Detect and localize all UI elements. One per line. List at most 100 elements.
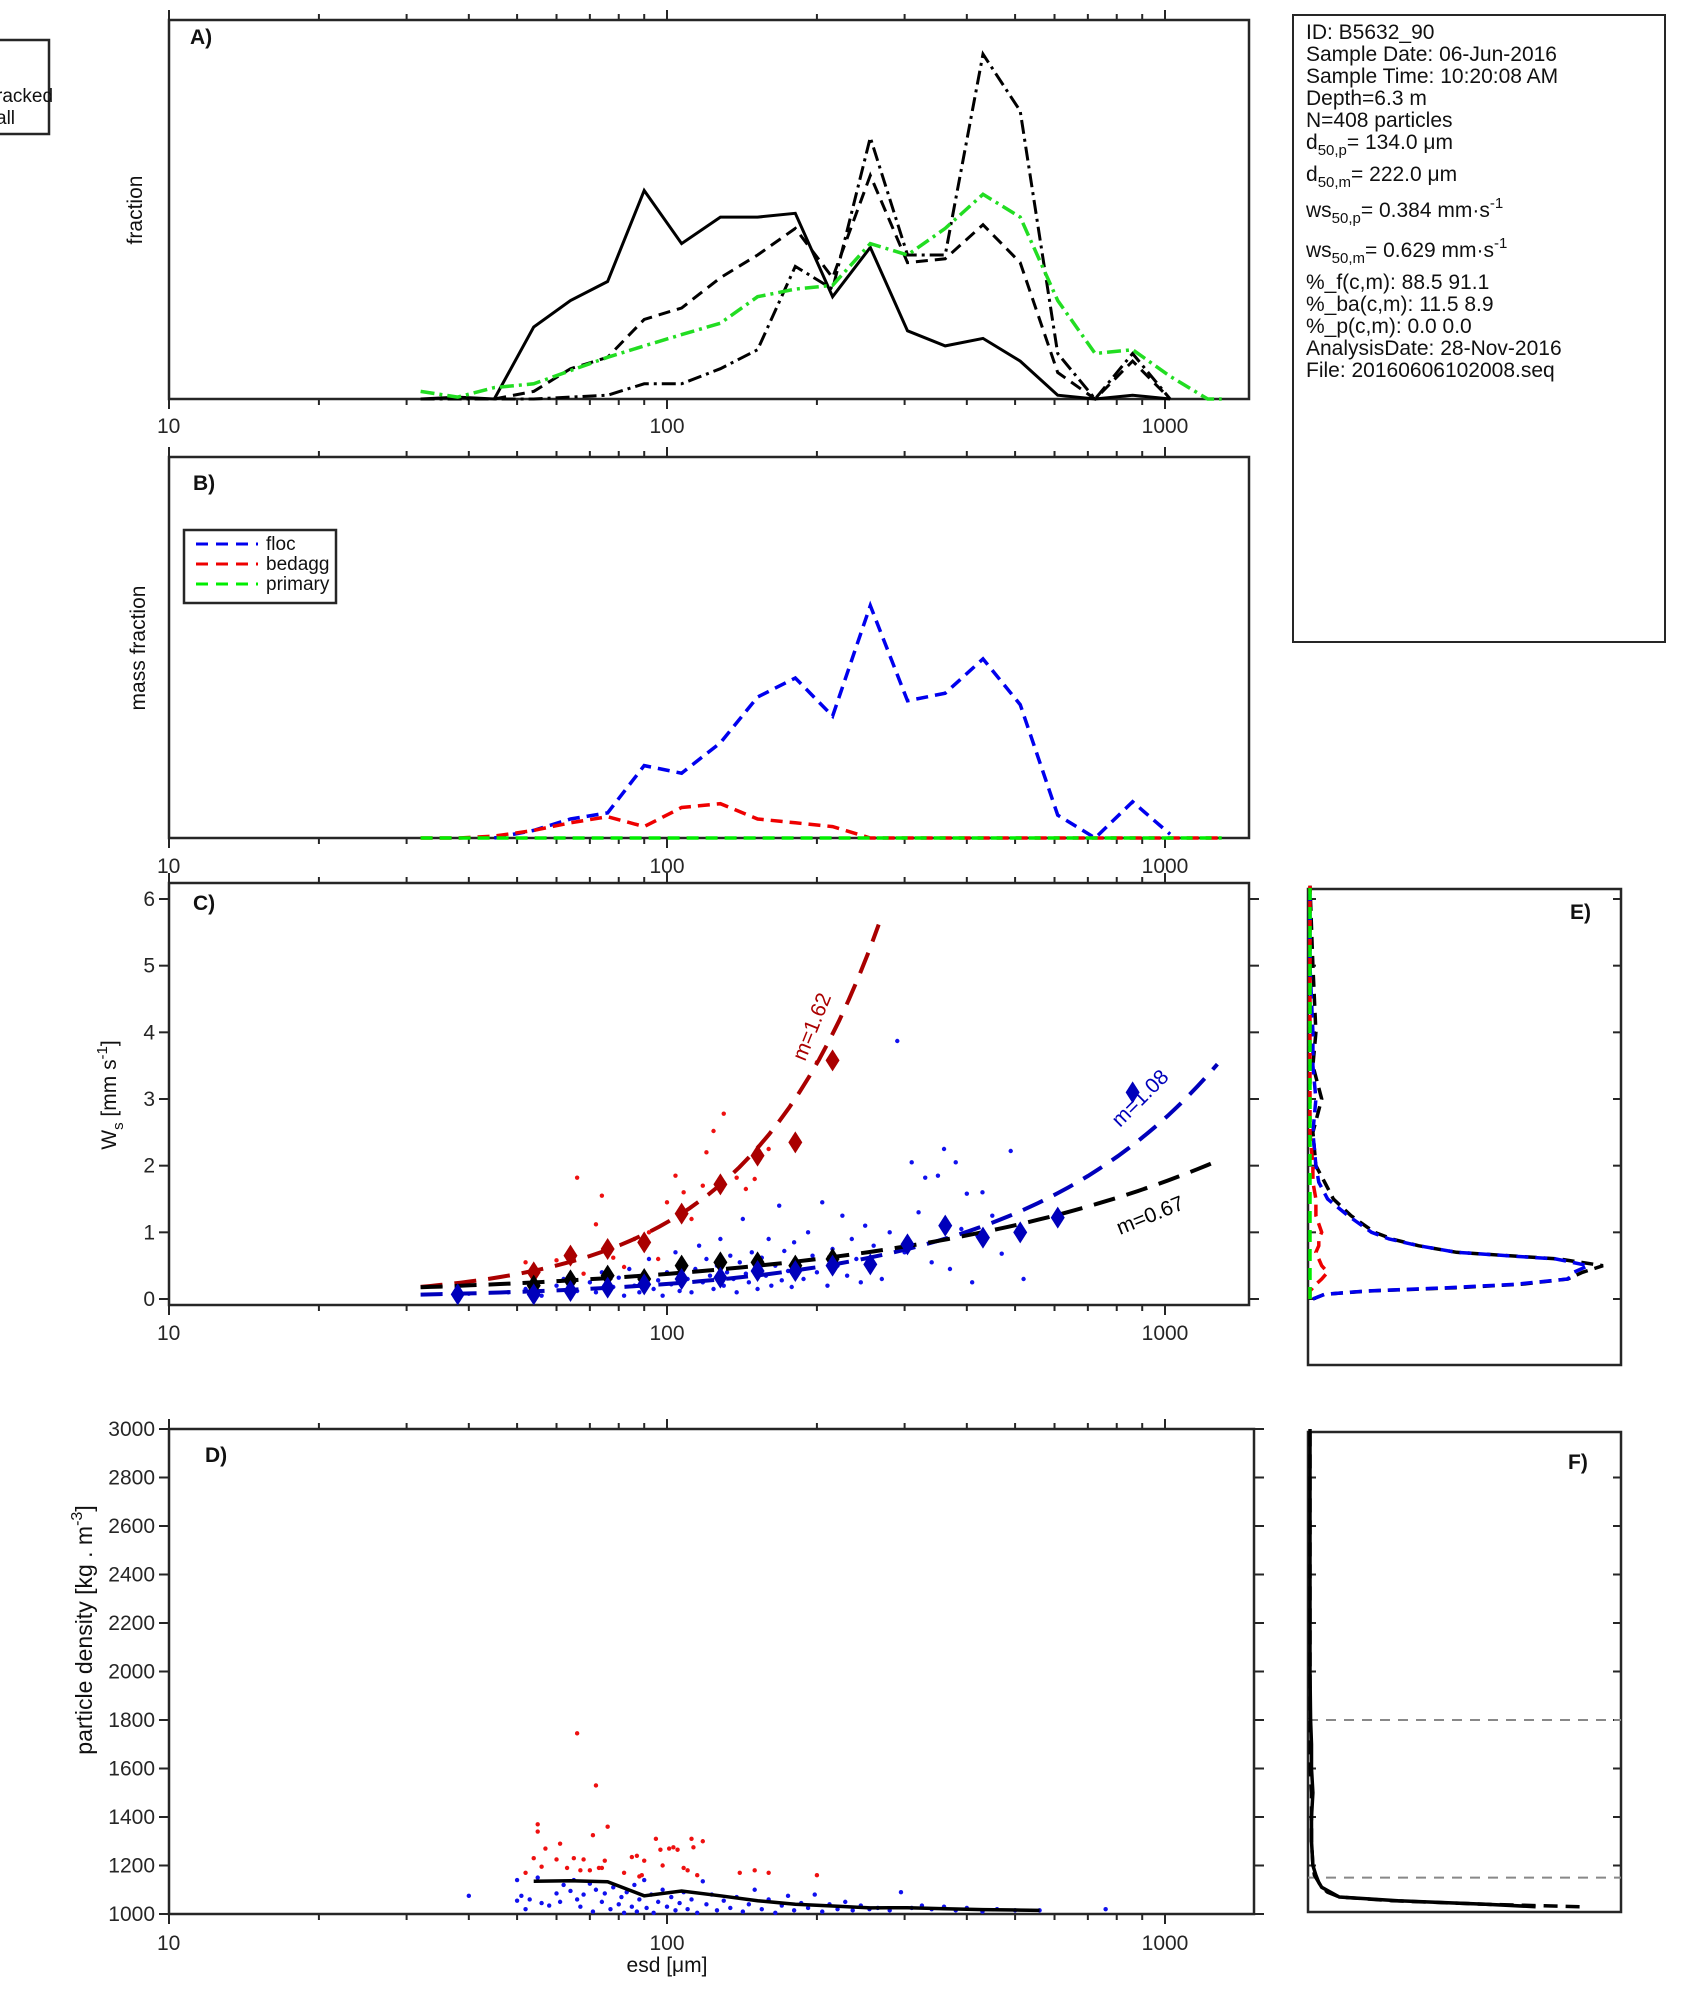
- panel-label: C): [193, 892, 215, 915]
- floc-point: [602, 1891, 607, 1896]
- floc-point: [644, 1905, 649, 1911]
- floc-point: [714, 1908, 720, 1913]
- floc-point: [740, 1909, 746, 1914]
- panel-d-axes: 1000 1200 1400 1600 1800 2000 2200 2400 2600 2800…: [108, 1418, 1264, 1955]
- bedagg-point: [543, 1846, 548, 1851]
- bedagg-point: [523, 1870, 528, 1875]
- bedagg-point: [642, 1858, 647, 1863]
- bedagg-point: [621, 1870, 627, 1875]
- floc-point: [587, 1280, 593, 1285]
- bedagg-point: [611, 1255, 616, 1260]
- ylabel-ws: Ws [mm s-1]: [94, 1040, 127, 1150]
- bedagg-point: [646, 1230, 652, 1235]
- floc-median-marker: [600, 1276, 615, 1299]
- floc-point: [850, 1908, 855, 1913]
- bedagg-point: [671, 1845, 676, 1850]
- floc-point: [519, 1893, 524, 1899]
- floc-median-marker: [450, 1283, 465, 1305]
- y-tick-label: 4: [143, 1021, 155, 1044]
- bedagg-median-marker: [750, 1144, 765, 1167]
- d50-m: d50,m= 222.0 μm: [1306, 163, 1458, 191]
- bedagg-point: [535, 1829, 540, 1834]
- panel-d-frame: [167, 1427, 1256, 1916]
- all-fit-label: m=0.67: [1113, 1192, 1187, 1240]
- floc-point: [728, 1253, 733, 1258]
- y-tick-label: 2000: [108, 1661, 155, 1684]
- floc-point: [655, 1278, 661, 1283]
- floc-point: [651, 1910, 656, 1915]
- floc-point: [660, 1293, 665, 1298]
- floc-point: [749, 1250, 754, 1255]
- floc-point: [858, 1280, 864, 1285]
- floc-median-marker: [526, 1283, 541, 1305]
- floc-point: [1008, 1148, 1013, 1154]
- bedagg-point: [664, 1200, 670, 1205]
- ylabel-mass-fraction: mass fraction: [127, 586, 150, 711]
- floc-point: [964, 1191, 970, 1196]
- floc-median-marker: [1125, 1081, 1140, 1104]
- floc-point: [769, 1283, 774, 1288]
- floc-point: [677, 1288, 682, 1294]
- bedagg-point: [689, 1836, 694, 1842]
- bedagg-point: [554, 1258, 559, 1263]
- file-name: File: 20160606102008.seq: [1306, 359, 1555, 382]
- floc-point: [637, 1897, 642, 1902]
- d50-p: d50,p= 134.0 μm: [1306, 131, 1453, 159]
- bedagg-point: [681, 1865, 686, 1871]
- series-bedagg: [420, 801, 1222, 840]
- floc-point: [724, 1270, 730, 1275]
- y-tick-label: 2800: [108, 1467, 155, 1490]
- floc-point: [632, 1882, 637, 1888]
- floc-point: [619, 1894, 624, 1900]
- x-tick-label: 1000: [1142, 855, 1189, 878]
- bedagg-point: [766, 1146, 771, 1152]
- y-tick-label: 1200: [108, 1855, 155, 1878]
- floc-point: [578, 1904, 583, 1909]
- bedagg-point: [535, 1822, 540, 1827]
- floc-point: [734, 1290, 739, 1295]
- floc-point: [871, 1243, 876, 1248]
- legend-label-bedagg: bedagg: [266, 554, 329, 575]
- bedagg-point: [531, 1856, 536, 1861]
- series-solid: [420, 187, 1171, 401]
- floc-point: [539, 1900, 544, 1906]
- floc-point: [677, 1900, 682, 1906]
- ylabel-density: particle density [kg . m-3]: [69, 1505, 97, 1754]
- floc-point: [593, 1887, 599, 1892]
- sample-id: ID: B5632_90: [1306, 21, 1435, 44]
- bedagg-median-marker: [825, 1049, 840, 1072]
- bedagg-point: [691, 1845, 696, 1850]
- x-tick-label: 100: [649, 1322, 684, 1345]
- bedagg-point: [695, 1873, 700, 1878]
- floc-point: [527, 1897, 532, 1902]
- x-tick-label: 10: [157, 1322, 180, 1345]
- floc-point: [728, 1905, 733, 1911]
- floc-point: [843, 1899, 848, 1905]
- bedagg-point: [700, 1839, 705, 1844]
- bedagg-point: [571, 1856, 577, 1861]
- bedagg-point: [685, 1868, 690, 1873]
- floc-point: [568, 1888, 573, 1894]
- floc-point: [789, 1284, 794, 1290]
- bedagg-point: [700, 1183, 705, 1188]
- bedagg-point: [734, 1175, 739, 1180]
- profile-solid: [1308, 1429, 1536, 1909]
- floc-point: [916, 1210, 921, 1215]
- particle-count: N=408 particles: [1306, 109, 1453, 132]
- series-green: [420, 192, 1222, 401]
- bedagg-point: [564, 1865, 570, 1871]
- floc-point: [791, 1240, 797, 1245]
- all-median-marker: [600, 1264, 615, 1287]
- panel-a-frame: [167, 18, 1251, 401]
- legend-label-primary: primary: [266, 574, 330, 595]
- profile-all: [1308, 885, 1604, 1301]
- floc-point: [673, 1908, 678, 1913]
- legend-label-floc: floc: [266, 534, 296, 555]
- x-tick-label: 10: [157, 1932, 180, 1955]
- panel-c-frame: [167, 881, 1251, 1307]
- bedagg-median-marker: [713, 1173, 728, 1196]
- xlabel-esd: esd [μm]: [627, 1954, 708, 1977]
- floc-point: [805, 1905, 811, 1911]
